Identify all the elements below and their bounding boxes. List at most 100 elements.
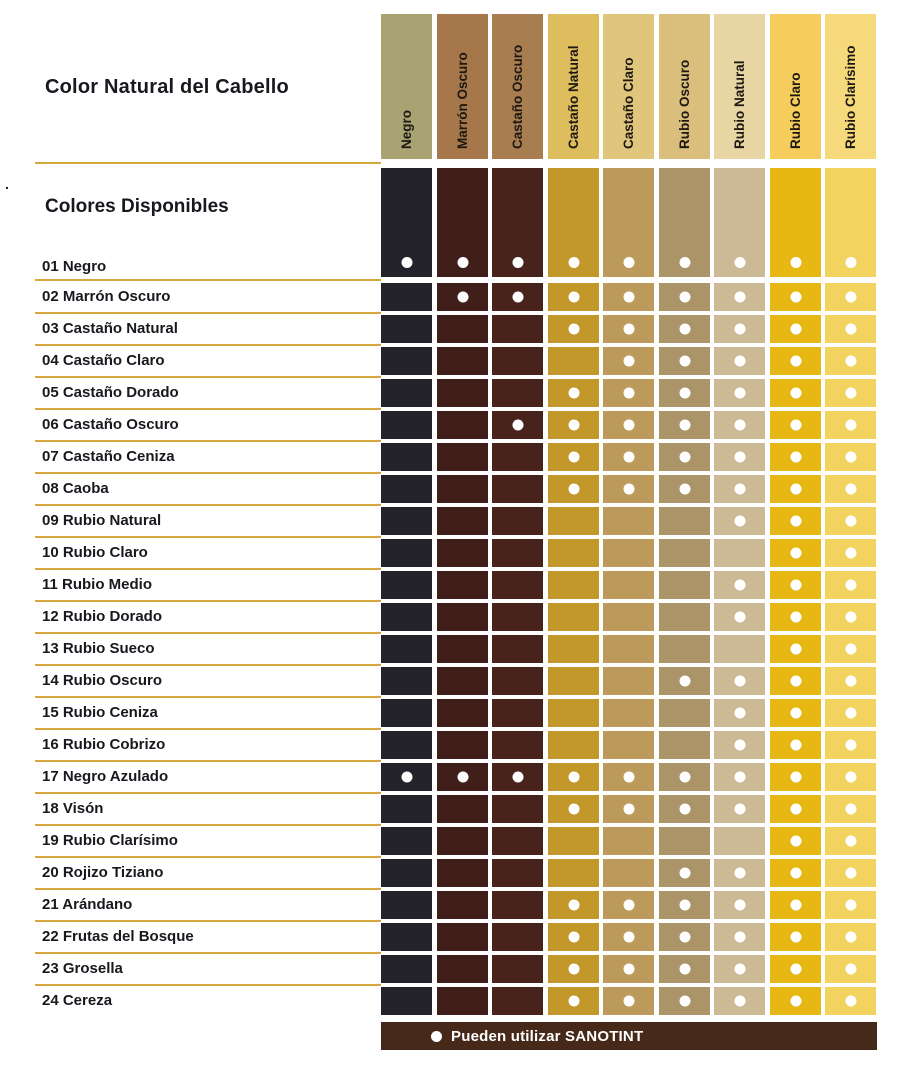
grid-cell <box>659 315 710 343</box>
grid-cell <box>437 667 488 695</box>
row-divider-line <box>35 952 381 954</box>
compatibility-dot-icon <box>790 707 801 719</box>
grid-cell <box>659 475 710 503</box>
column-header: Negro <box>381 14 432 159</box>
grid-cell <box>492 283 543 311</box>
grid-cell <box>659 168 710 277</box>
grid-cell <box>381 635 432 663</box>
grid-cell <box>603 923 654 951</box>
compatibility-dot-icon <box>679 963 690 975</box>
compatibility-dot-icon <box>623 899 634 911</box>
grid-cell <box>659 667 710 695</box>
row-divider-line <box>35 984 381 986</box>
grid-cell <box>714 763 765 791</box>
row-label: 17 Negro Azulado <box>42 768 169 785</box>
compatibility-dot-icon <box>845 835 856 847</box>
grid-cell <box>492 603 543 631</box>
compatibility-dot-icon <box>568 803 579 815</box>
grid-cell <box>825 955 876 983</box>
grid-cell <box>603 955 654 983</box>
grid-cell <box>825 571 876 599</box>
grid-cell <box>437 859 488 887</box>
grid-cell <box>603 859 654 887</box>
grid-cell <box>659 795 710 823</box>
compatibility-dot-icon <box>734 995 745 1007</box>
compatibility-dot-icon <box>790 323 801 335</box>
compatibility-dot-icon <box>679 323 690 335</box>
grid-cell <box>770 699 821 727</box>
grid-cell <box>659 731 710 759</box>
row-divider-line <box>35 568 381 570</box>
grid-cell <box>381 699 432 727</box>
grid-cell <box>381 571 432 599</box>
grid-cell <box>548 168 599 277</box>
grid-cell <box>548 667 599 695</box>
compatibility-dot-icon <box>568 257 579 268</box>
grid-cell <box>492 891 543 919</box>
compatibility-dot-icon <box>679 483 690 495</box>
grid-cell <box>714 168 765 277</box>
grid-cell <box>492 731 543 759</box>
grid-cell <box>548 603 599 631</box>
grid-cell <box>825 891 876 919</box>
row-divider-line <box>35 696 381 698</box>
row-divider-line <box>35 536 381 538</box>
row-label: 19 Rubio Clarísimo <box>42 832 178 849</box>
compatibility-dot-icon <box>623 931 634 943</box>
grid-cell <box>381 347 432 375</box>
grid-cell <box>548 539 599 567</box>
row-divider-line <box>35 472 381 474</box>
grid-cell <box>381 987 432 1015</box>
grid-cell <box>437 411 488 439</box>
grid-cell <box>714 667 765 695</box>
grid-cell <box>603 539 654 567</box>
grid-cell <box>548 507 599 535</box>
grid-cell <box>714 859 765 887</box>
grid-cell <box>825 539 876 567</box>
compatibility-dot-icon <box>790 451 801 463</box>
grid-cell <box>770 763 821 791</box>
grid-cell <box>603 443 654 471</box>
compatibility-dot-icon <box>790 835 801 847</box>
grid-cell <box>825 168 876 277</box>
grid-cell <box>825 347 876 375</box>
grid-cell <box>770 795 821 823</box>
compatibility-dot-icon <box>568 323 579 335</box>
grid-cell <box>437 699 488 727</box>
compatibility-dot-icon <box>679 995 690 1007</box>
compatibility-dot-icon <box>623 419 634 431</box>
grid-cell <box>603 315 654 343</box>
compatibility-dot-icon <box>734 963 745 975</box>
grid-cell <box>492 667 543 695</box>
compatibility-dot-icon <box>845 355 856 367</box>
grid-cell <box>659 507 710 535</box>
row-divider-line <box>35 760 381 762</box>
grid-cell <box>492 571 543 599</box>
grid-cell <box>659 859 710 887</box>
row-divider-line <box>35 504 381 506</box>
grid-cell <box>714 315 765 343</box>
grid-cell <box>603 379 654 407</box>
row-label: 20 Rojizo Tiziano <box>42 864 164 881</box>
grid-cell <box>825 475 876 503</box>
grid-cell <box>437 571 488 599</box>
grid-cell <box>548 475 599 503</box>
column-header: Castaño Claro <box>603 14 654 159</box>
row-label: 03 Castaño Natural <box>42 320 178 337</box>
grid-cell <box>603 795 654 823</box>
grid-cell <box>659 635 710 663</box>
column-header-label: Castaño Oscuro <box>510 44 525 149</box>
row-divider-line <box>35 408 381 410</box>
compatibility-dot-icon <box>790 867 801 879</box>
grid-cell <box>603 475 654 503</box>
grid-cell <box>714 411 765 439</box>
grid-cell <box>659 379 710 407</box>
compatibility-dot-icon <box>734 771 745 783</box>
compatibility-dot-icon <box>734 867 745 879</box>
grid-cell <box>770 987 821 1015</box>
grid-cell <box>714 795 765 823</box>
grid-cell <box>659 699 710 727</box>
compatibility-dot-icon <box>623 323 634 335</box>
grid-cell <box>381 891 432 919</box>
compatibility-dot-icon <box>790 515 801 527</box>
